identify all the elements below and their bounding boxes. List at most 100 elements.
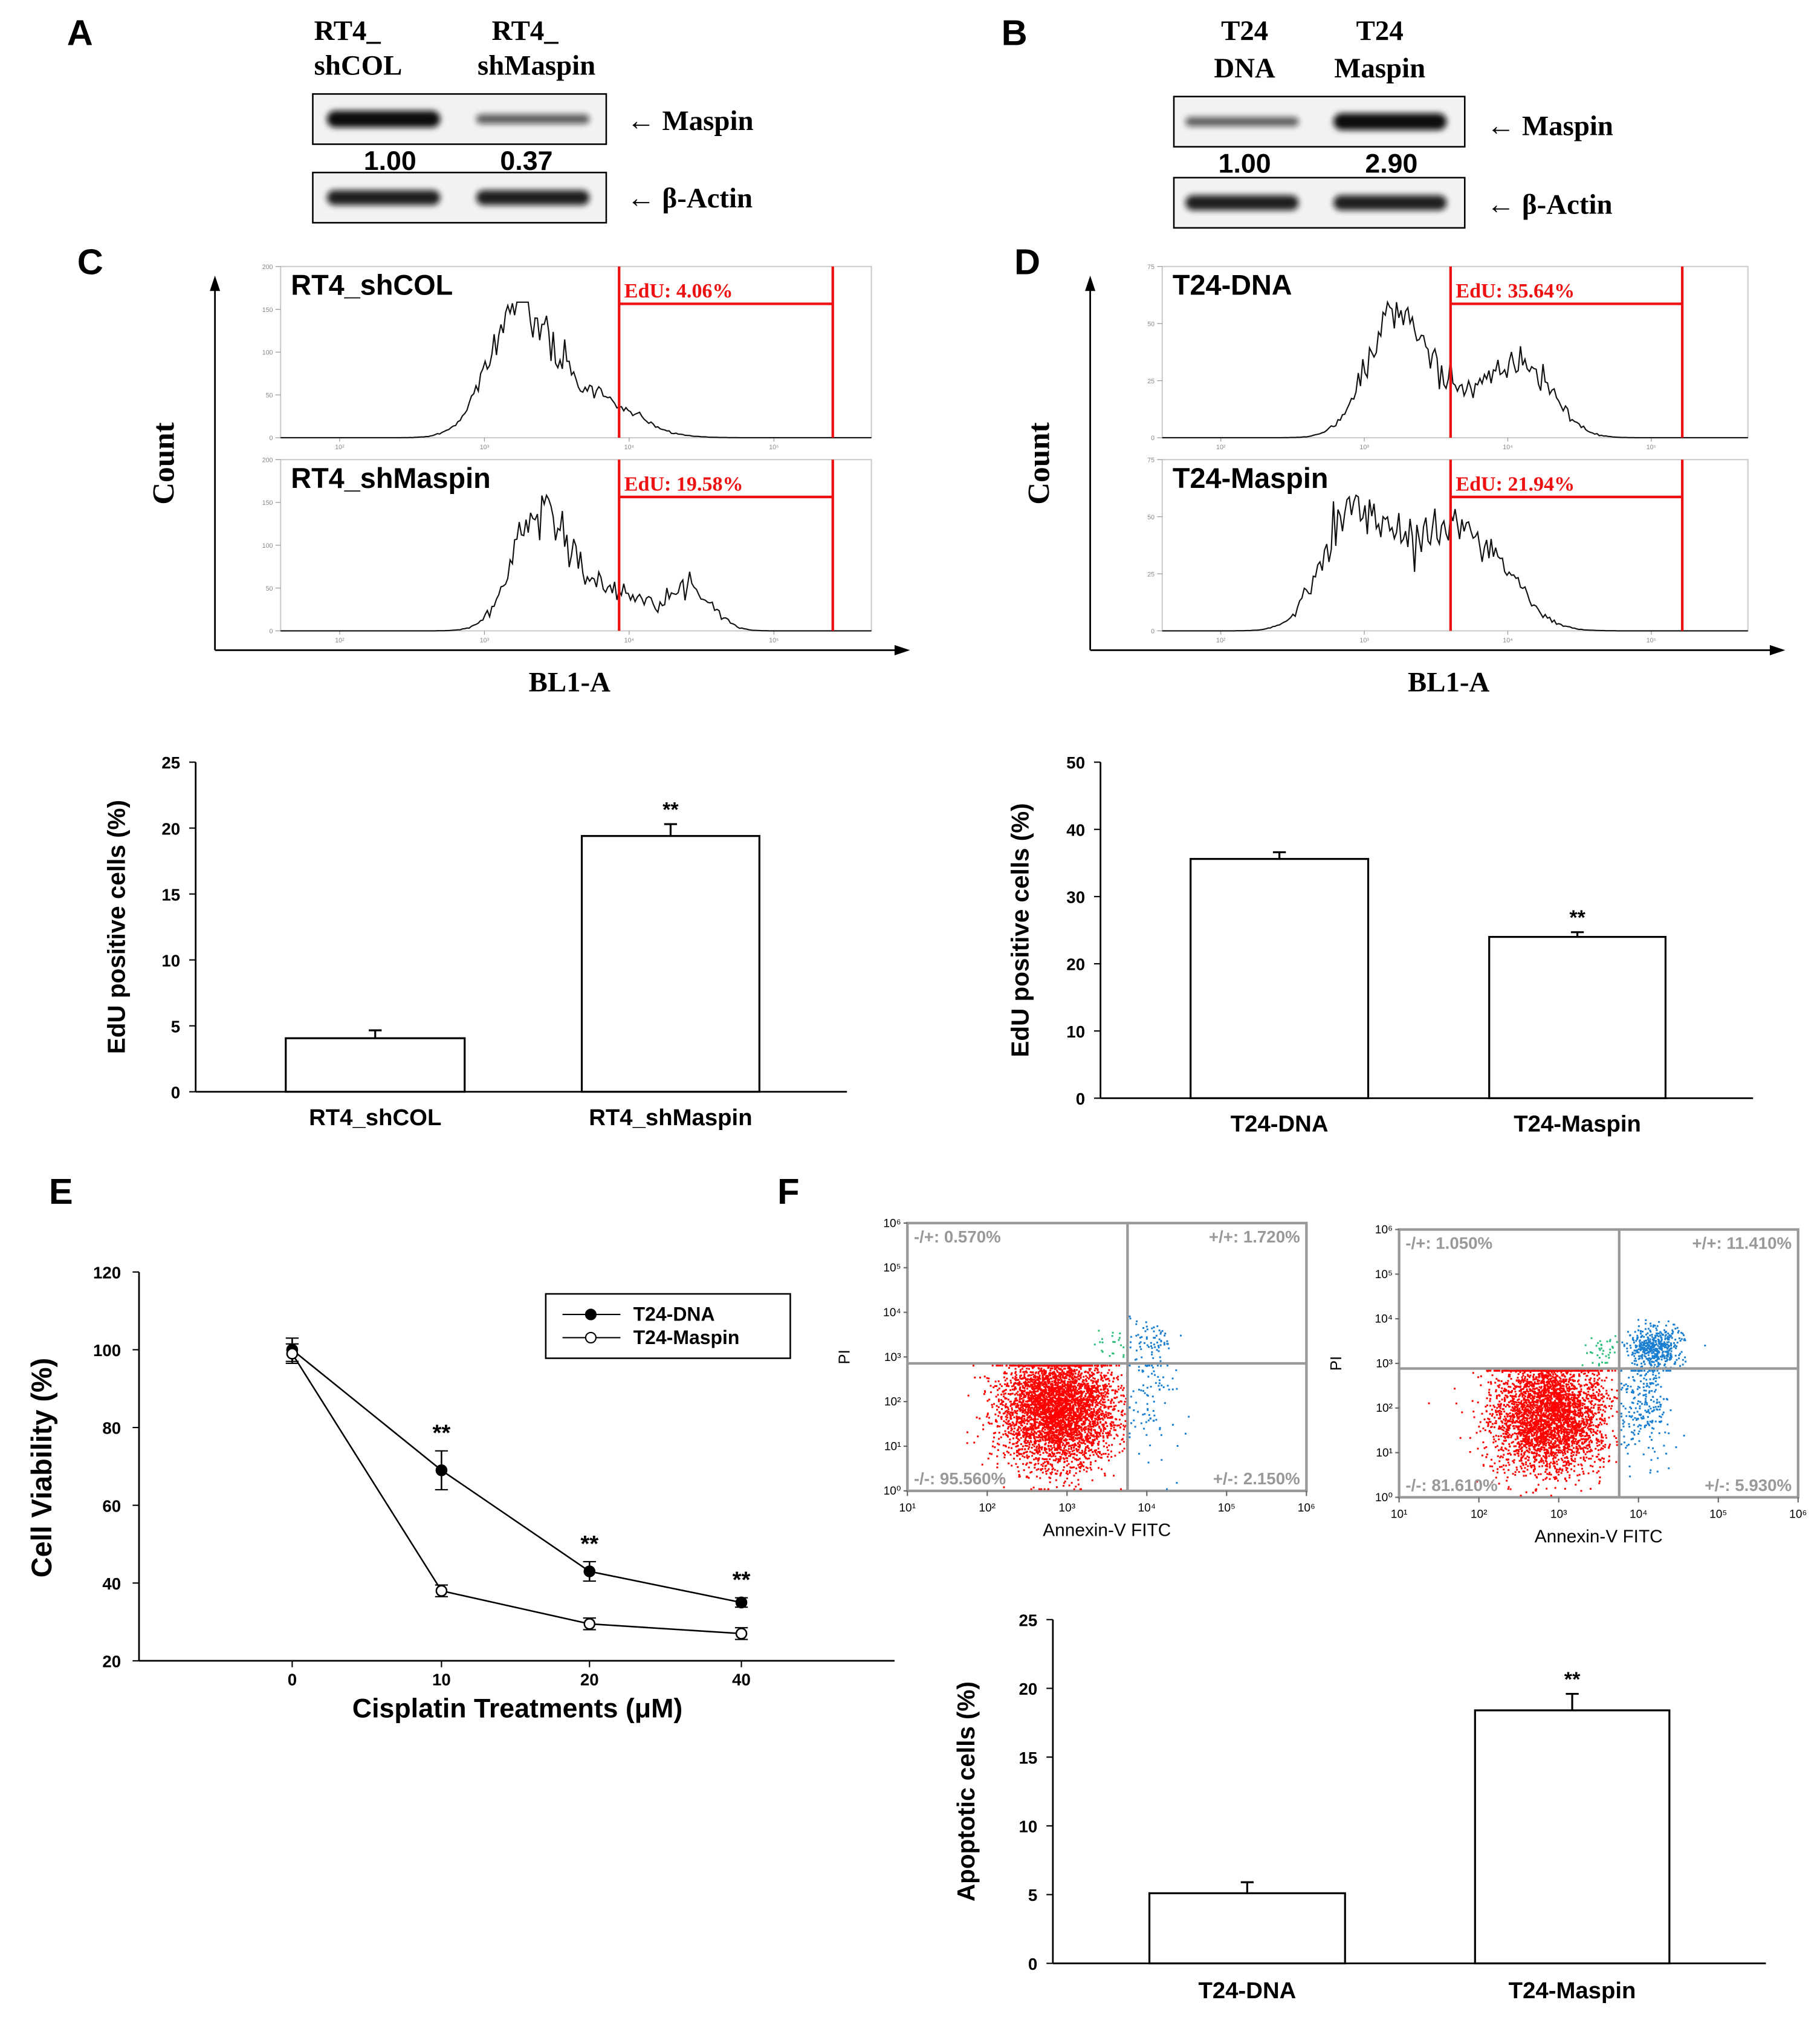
event-dot	[1066, 1435, 1069, 1437]
event-dot	[1025, 1428, 1028, 1431]
event-dot	[1084, 1422, 1086, 1424]
event-dot	[1038, 1445, 1040, 1447]
event-dot	[1014, 1378, 1016, 1380]
event-dot	[1122, 1434, 1125, 1436]
event-dot	[1095, 1389, 1098, 1391]
event-dot	[1101, 1365, 1104, 1367]
event-dot	[1042, 1431, 1044, 1433]
event-dot	[1122, 1441, 1125, 1443]
event-dot	[1116, 1396, 1118, 1398]
event-dot	[1091, 1426, 1093, 1428]
event-dot	[1083, 1441, 1085, 1444]
event-dot	[1100, 1430, 1102, 1432]
y-tick-label: 25	[1147, 378, 1155, 385]
event-dot	[1046, 1421, 1048, 1424]
event-dot	[1056, 1384, 1058, 1386]
event-dot	[1037, 1412, 1039, 1414]
quant-value: 1.00	[364, 146, 416, 176]
flow-scatter-dna: -/+: 0.570% +/+: 1.720%-/-: 95.560% +/-: 2…	[836, 1217, 1315, 1540]
event-dot	[1055, 1389, 1058, 1392]
event-dot	[1044, 1406, 1046, 1408]
event-dot	[1038, 1414, 1041, 1417]
event-dot	[1044, 1388, 1047, 1390]
event-dot	[1114, 1397, 1116, 1399]
event-dot	[1072, 1373, 1075, 1375]
event-dot	[1090, 1385, 1093, 1388]
event-dot	[1482, 1464, 1485, 1466]
event-dot	[1024, 1420, 1026, 1422]
event-dot	[1066, 1460, 1068, 1462]
event-dot	[1061, 1365, 1063, 1367]
event-dot	[1138, 1388, 1141, 1391]
event-dot	[1025, 1434, 1028, 1436]
event-dot	[1085, 1438, 1087, 1441]
event-dot	[996, 1405, 998, 1407]
event-dot	[1103, 1404, 1106, 1406]
event-dot	[1012, 1377, 1014, 1379]
event-dot	[1009, 1432, 1012, 1435]
event-dot	[1030, 1488, 1032, 1490]
event-dot	[1144, 1330, 1147, 1333]
event-dot	[1043, 1425, 1046, 1427]
x-tick-label: 10²	[1216, 444, 1226, 451]
event-dot	[1029, 1386, 1031, 1388]
event-dot	[1145, 1321, 1147, 1323]
event-dot	[1030, 1383, 1032, 1386]
event-dot	[1155, 1334, 1158, 1337]
event-dot	[1011, 1385, 1013, 1388]
event-dot	[1083, 1440, 1086, 1442]
event-dot	[1099, 1421, 1102, 1423]
event-dot	[1493, 1438, 1495, 1441]
event-dot	[973, 1441, 976, 1444]
event-dot	[1021, 1393, 1023, 1395]
quant-value: 0.37	[500, 146, 552, 176]
y-tick-label: 100	[262, 349, 273, 357]
event-dot	[1035, 1450, 1038, 1452]
event-dot	[1536, 1411, 1538, 1414]
event-dot	[1071, 1376, 1074, 1379]
event-dot	[1030, 1374, 1032, 1377]
event-dot	[1088, 1398, 1090, 1401]
event-dot	[1026, 1456, 1028, 1458]
event-dot	[1047, 1401, 1049, 1403]
event-dot	[1051, 1403, 1053, 1405]
event-dot	[1602, 1466, 1605, 1468]
event-dot	[1055, 1402, 1057, 1405]
event-dot	[1090, 1432, 1092, 1435]
event-dot	[1068, 1438, 1070, 1440]
event-dot	[1034, 1401, 1037, 1403]
event-dot	[1073, 1371, 1075, 1373]
event-dot	[1031, 1391, 1033, 1393]
event-dot	[1023, 1389, 1026, 1392]
event-dot	[1033, 1391, 1035, 1394]
event-dot	[1066, 1404, 1069, 1406]
event-dot	[1017, 1466, 1019, 1468]
event-dot	[1043, 1458, 1045, 1461]
event-dot	[1051, 1390, 1053, 1392]
event-dot	[1087, 1398, 1089, 1401]
event-dot	[1014, 1382, 1017, 1384]
event-dot	[1067, 1418, 1070, 1421]
data-point	[435, 1464, 448, 1476]
event-dot	[1069, 1392, 1071, 1395]
event-dot	[1036, 1385, 1038, 1387]
event-dot	[1092, 1401, 1094, 1403]
event-dot	[1105, 1411, 1107, 1414]
event-dot	[1064, 1384, 1067, 1386]
event-dot	[1041, 1376, 1044, 1379]
event-dot	[1089, 1428, 1092, 1431]
event-dot	[1527, 1450, 1529, 1453]
event-dot	[1008, 1412, 1011, 1415]
event-dot	[1047, 1375, 1049, 1377]
event-dot	[1047, 1409, 1049, 1411]
event-dot	[1064, 1382, 1066, 1385]
event-dot	[1086, 1418, 1089, 1420]
event-dot	[1093, 1421, 1096, 1424]
event-dot	[1040, 1446, 1042, 1449]
band-label-actin: ← β-Actin	[1486, 189, 1612, 220]
event-dot	[1071, 1381, 1074, 1383]
event-dot	[1074, 1444, 1077, 1447]
event-dot	[1013, 1458, 1015, 1460]
event-dot	[1106, 1435, 1109, 1437]
event-dot	[1066, 1430, 1068, 1432]
